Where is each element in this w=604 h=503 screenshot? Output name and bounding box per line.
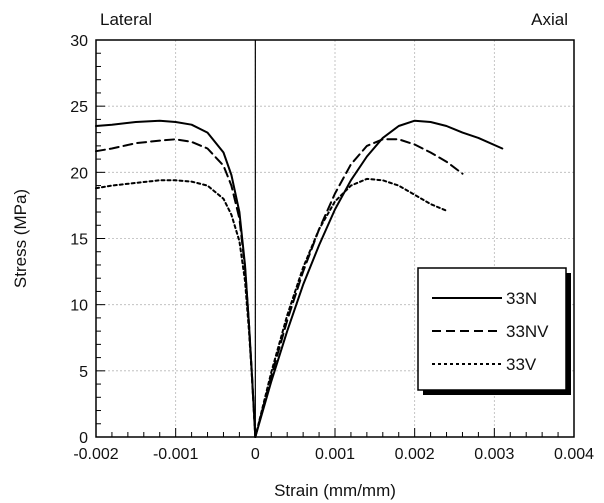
- x-tick-label: 0.002: [395, 446, 435, 463]
- series-33V-lateral-line: [95, 179, 257, 438]
- axis-tick-labels: -0.002 -0.001 0 0.001 0.002 0.003 0.004 0 5 10 15 2…: [70, 33, 594, 463]
- y-axis-title: Stress (MPa): [11, 189, 30, 288]
- series-33V-axial-line: [254, 177, 448, 438]
- series-33NV-axial-line: [254, 138, 464, 438]
- y-tick-label: 15: [70, 232, 88, 249]
- legend-items: 33N 33NV 33V: [432, 289, 549, 374]
- series-33N-axial-line: [254, 119, 504, 438]
- axial-annotation: Axial: [531, 10, 568, 29]
- legend-box: [417, 267, 567, 391]
- y-tick-label: 25: [70, 99, 88, 116]
- y-tick-label: 20: [70, 165, 88, 182]
- legend-label-33N: 33N: [506, 289, 537, 308]
- x-tick-label: -0.002: [73, 446, 118, 463]
- legend-label-33V: 33V: [506, 355, 537, 374]
- y-tick-label: 5: [79, 364, 88, 381]
- y-tick-label: 10: [70, 298, 88, 315]
- series-layer: [95, 119, 504, 438]
- y-tick-label: 0: [79, 430, 88, 447]
- legend: 33N 33NV 33V: [417, 267, 571, 395]
- legend-label-33NV: 33NV: [506, 322, 549, 341]
- x-tick-label: 0.004: [554, 446, 594, 463]
- x-tick-label: 0.001: [315, 446, 355, 463]
- x-tick-label: -0.001: [153, 446, 198, 463]
- x-axis-title: Strain (mm/mm): [274, 481, 396, 500]
- axis-ticks: [95, 39, 575, 438]
- lateral-annotation: Lateral: [100, 10, 152, 29]
- y-tick-label: 30: [70, 33, 88, 50]
- x-tick-label: 0: [251, 446, 260, 463]
- x-tick-label: 0.003: [474, 446, 514, 463]
